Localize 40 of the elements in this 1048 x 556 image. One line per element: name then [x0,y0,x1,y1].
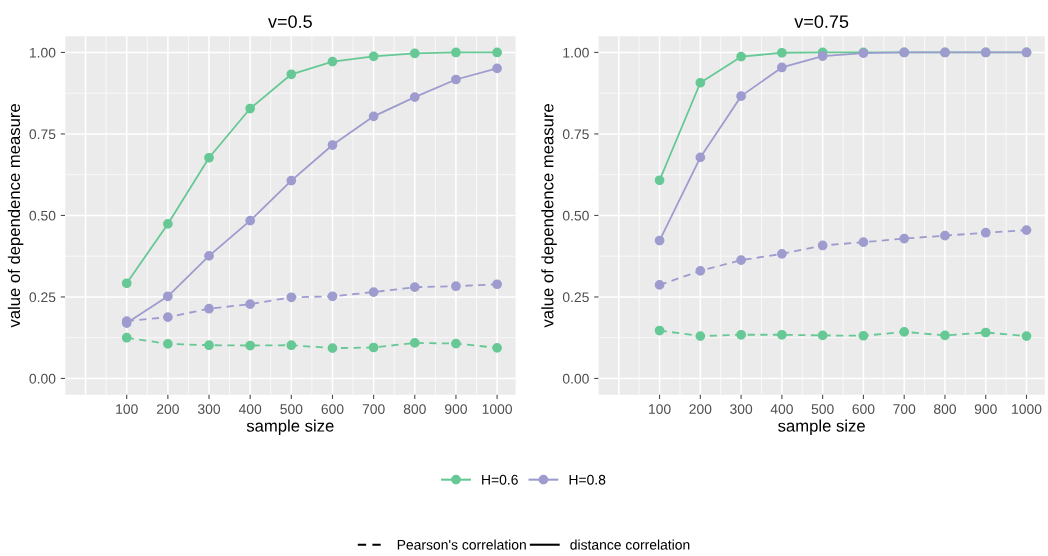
x-tick-label: 400 [770,404,793,414]
x-tick-label: 400 [238,404,262,414]
x-axis-title: sample size [246,419,334,436]
chart-title: v=0.5 [268,15,312,28]
y-tick-label: 1.00 [563,47,589,58]
x-tick-label: 900 [445,404,467,414]
y-tick-label: 0.75 [29,129,56,140]
x-tick-label: 100 [116,404,138,414]
x-tick-label: 300 [730,404,753,414]
x-tick-label: 700 [362,404,385,414]
text: distance correlation [570,539,690,550]
legend-label: H=0.8 [569,474,606,485]
y-tick-label: 0.25 [562,292,589,303]
y-tick-label: 0.25 [29,292,56,303]
y-tick-label: 0.00 [29,373,56,384]
x-tick-label: 500 [811,404,834,414]
x-tick-label: 800 [933,404,957,414]
x-tick-label: 800 [403,404,426,414]
x-tick-label: 600 [321,404,344,414]
x-tick-label: 100 [649,404,671,414]
y-tick-label: 1.00 [29,47,56,58]
chart-title: v=0.75 [794,15,849,28]
x-tick-label: 200 [156,404,179,414]
x-axis-title: sample size [778,419,865,436]
y-tick-label: 0.75 [562,129,589,140]
x-tick-label: 600 [852,404,875,414]
x-tick-label: 700 [893,404,916,414]
x-tick-label: 1000 [1012,404,1042,414]
y-tick-label: 0.50 [29,210,56,221]
x-tick-label: 500 [280,404,303,414]
y-axis-title: value of dependence measure [7,104,24,328]
x-tick-label: 200 [689,404,712,414]
text: Pearson's correlation [397,539,526,550]
y-tick-label: 0.50 [562,210,589,221]
x-tick-label: 300 [197,404,221,414]
legend-label: H=0.6 [482,474,518,485]
x-tick-label: 900 [974,404,997,414]
y-tick-label: 0.00 [562,373,589,384]
y-axis-title: value of dependence measure [541,104,557,328]
x-tick-label: 1000 [482,404,512,414]
